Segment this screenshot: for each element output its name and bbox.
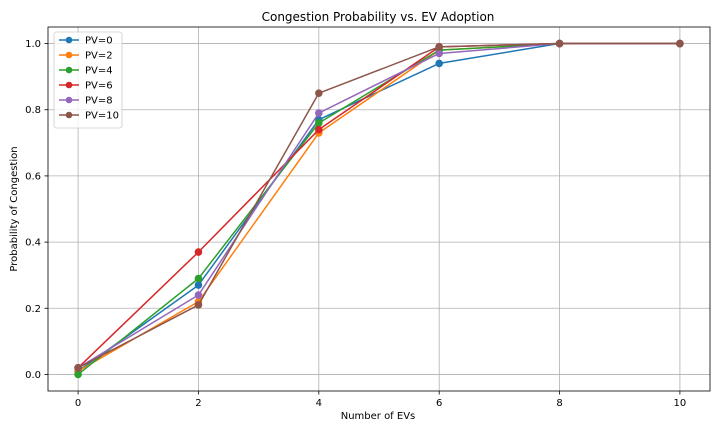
legend-entry: PV=6 xyxy=(59,81,113,92)
data-point xyxy=(555,39,564,48)
y-tick-label: 0.0 xyxy=(25,370,41,381)
chart-title: Congestion Probability vs. EV Adoption xyxy=(262,10,495,24)
y-tick-label: 1.0 xyxy=(25,39,41,50)
data-point xyxy=(194,301,203,309)
legend-marker xyxy=(65,51,73,59)
data-point xyxy=(74,364,82,372)
x-tick-label: 6 xyxy=(436,398,442,409)
y-tick-label: 0.8 xyxy=(25,105,41,116)
plot-area-frame xyxy=(47,26,711,392)
series-layer xyxy=(74,39,684,379)
data-point xyxy=(194,291,203,299)
data-point xyxy=(435,59,443,68)
x-tick-label: 4 xyxy=(316,398,322,409)
y-tick-label: 0.4 xyxy=(25,238,41,249)
data-point xyxy=(194,248,203,256)
legend-entry: PV=4 xyxy=(59,66,113,77)
x-tick-label: 2 xyxy=(195,398,201,409)
x-tick-label: 10 xyxy=(674,398,687,409)
data-point xyxy=(315,109,323,117)
legend-marker xyxy=(65,111,73,119)
y-tick-label: 0.2 xyxy=(25,304,41,315)
legend: PV=0 PV=2 PV=4 PV=6 PV=8 PV=10 xyxy=(53,31,123,129)
data-point xyxy=(194,281,203,289)
legend-label: PV=8 xyxy=(85,96,113,107)
x-tick-label: 8 xyxy=(556,398,562,409)
data-point xyxy=(676,39,684,48)
series-line xyxy=(77,42,680,369)
data-point xyxy=(315,119,323,127)
legend-marker xyxy=(65,96,73,104)
axis-ticks: 0 2 4 6 8 10 0.0 0.2 0.4 0.6 0.8 1.0 xyxy=(25,39,686,409)
series-line xyxy=(77,42,680,372)
legend-marker xyxy=(65,81,73,89)
legend-entry: PV=2 xyxy=(59,51,113,62)
legend-marker xyxy=(65,66,73,74)
legend-marker xyxy=(65,36,73,44)
series-pv-2 xyxy=(74,39,684,375)
x-tick-label: 0 xyxy=(75,398,81,409)
y-tick-label: 0.6 xyxy=(25,171,41,182)
legend-entry: PV=0 xyxy=(59,36,113,47)
legend-label: PV=10 xyxy=(85,111,119,122)
series-pv-10 xyxy=(74,39,684,372)
legend-label: PV=0 xyxy=(85,36,113,47)
y-axis-label: Probability of Congestion xyxy=(9,146,20,271)
legend-label: PV=4 xyxy=(85,66,113,77)
data-point xyxy=(315,89,323,97)
legend-entry: PV=10 xyxy=(59,111,119,122)
data-point xyxy=(194,274,203,283)
x-axis-label: Number of EVs xyxy=(341,411,416,422)
data-point xyxy=(315,125,323,134)
series-line xyxy=(77,42,680,372)
data-point xyxy=(435,49,443,58)
series-pv-0 xyxy=(74,39,684,375)
data-point xyxy=(74,370,82,379)
legend-label: PV=6 xyxy=(85,81,113,92)
grid-lines xyxy=(48,27,710,391)
series-line xyxy=(77,42,680,376)
data-point xyxy=(435,43,443,51)
legend-label: PV=2 xyxy=(85,51,113,62)
legend-entry: PV=8 xyxy=(59,96,113,107)
